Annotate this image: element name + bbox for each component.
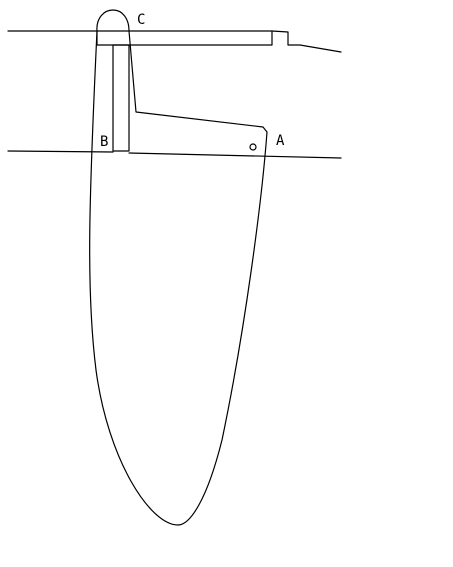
upper-hull-line xyxy=(7,30,342,53)
rudder-stock xyxy=(112,44,130,152)
label-c: C xyxy=(137,12,145,28)
pivot-pin xyxy=(249,143,257,151)
label-b: B xyxy=(100,134,108,150)
rudder-blade xyxy=(89,9,268,526)
tiller-bar xyxy=(96,30,273,46)
waterline xyxy=(7,150,342,159)
label-a: A xyxy=(276,133,285,149)
